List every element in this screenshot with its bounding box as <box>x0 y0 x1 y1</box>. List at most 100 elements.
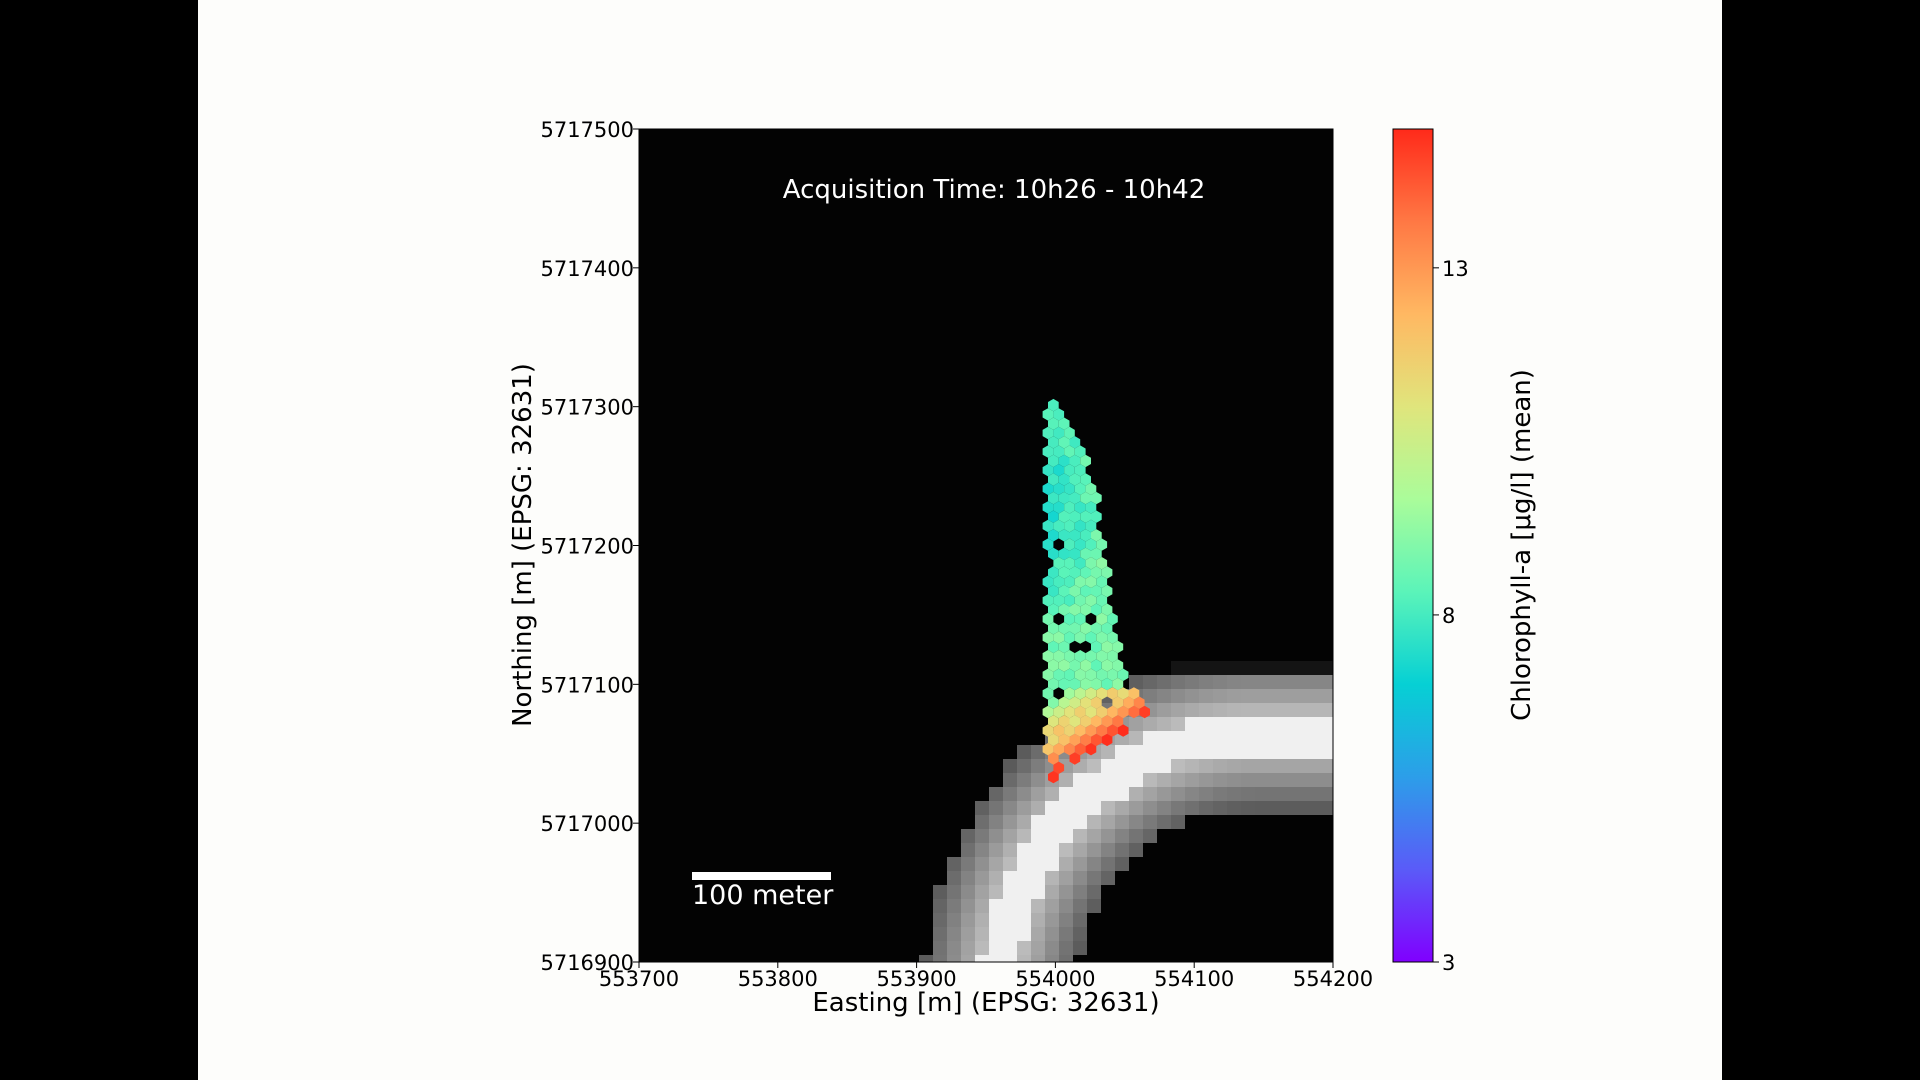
hexbin-cell <box>1069 752 1081 765</box>
hexbin-cell <box>1074 501 1086 514</box>
hexbin-cell <box>1107 668 1118 681</box>
x-tick-label: 553800 <box>738 967 818 991</box>
hexbin-cell <box>1096 631 1108 644</box>
hexbin-cell <box>1074 668 1086 681</box>
hexbin-cell <box>1080 529 1091 542</box>
hexbin-cell <box>1091 640 1102 654</box>
hexbin-cell <box>1080 622 1091 635</box>
hexbin-cell <box>1064 612 1075 626</box>
hexbin-cell <box>1048 752 1059 765</box>
hexbin-cell <box>1064 650 1075 663</box>
hexbin-cell <box>1091 566 1102 579</box>
hexbin-cell <box>1053 705 1065 719</box>
hexbin-cell <box>1096 705 1108 719</box>
y-tick-label: 5717300 <box>540 396 634 420</box>
hexbin-cell <box>1074 464 1086 477</box>
hexbin-cell <box>1128 687 1140 700</box>
hexbin-cell <box>1080 454 1091 468</box>
hexbin-cell <box>1058 603 1070 616</box>
hexbin-cell <box>1069 622 1081 635</box>
hexbin-cell <box>1074 687 1086 700</box>
hexbin-cell <box>1096 594 1108 607</box>
hexbin-cell <box>1058 677 1070 691</box>
hexbin-cell <box>1091 491 1102 505</box>
hexbin-cell <box>1064 575 1075 588</box>
hexbin-cell <box>1069 454 1081 468</box>
hexbin-cell <box>1074 482 1086 495</box>
y-tick-label: 5717200 <box>540 535 634 559</box>
hexbin-cell <box>1069 659 1081 672</box>
x-axis: 553700 553800 553900 554000 554100 554200 <box>599 962 1373 991</box>
hexbin-cell <box>1053 575 1065 588</box>
hexbin-cell <box>1048 603 1059 616</box>
hexbin-cell <box>1048 398 1059 412</box>
hexbin-cell <box>1117 724 1129 737</box>
hexbin-cell <box>1096 612 1108 626</box>
hexbin-cell <box>1042 464 1054 477</box>
chlorophyll-hexbin-layer <box>1042 398 1150 784</box>
hexbin-cell <box>1048 677 1059 691</box>
hexbin-cell <box>1091 659 1102 672</box>
hexbin-cell <box>1096 724 1108 737</box>
hexbin-cell <box>1053 445 1065 458</box>
hexbin-cell <box>1101 584 1113 598</box>
hexbin-cell <box>1048 417 1059 430</box>
hexbin-cell <box>1064 724 1075 737</box>
hexbin-cell <box>1091 677 1102 691</box>
hexbin-cell <box>1133 696 1145 709</box>
hexbin-cell <box>1064 426 1075 440</box>
colorbar <box>1392 128 1434 963</box>
hexbin-cell <box>1085 557 1097 570</box>
hexbin-cell <box>1064 705 1075 719</box>
hexbin-cell <box>1058 529 1070 542</box>
hexbin-cell <box>1064 594 1075 607</box>
hexbin-cell <box>1085 501 1097 514</box>
x-tick-label: 553700 <box>599 967 679 991</box>
hexbin-cell <box>1085 482 1097 495</box>
hexbin-cell <box>1042 650 1054 663</box>
hexbin-cell <box>1091 622 1102 635</box>
hexbin-cell <box>1074 519 1086 533</box>
hexbin-cell <box>1074 538 1086 551</box>
hexbin-cell <box>1101 715 1113 728</box>
hexbin-cell <box>1080 566 1091 579</box>
hexbin-cell <box>1117 687 1129 700</box>
hexbin-cell <box>1053 743 1065 756</box>
hexbin-cell <box>1048 733 1059 747</box>
hexbin-cell <box>1048 696 1059 709</box>
hexbin-cell <box>1091 547 1102 561</box>
hexbin-cell <box>1064 687 1075 700</box>
hexbin-cell <box>1069 566 1081 579</box>
hexbin-cell <box>1058 733 1070 747</box>
hexbin-cell <box>1091 603 1102 616</box>
hexbin-cell <box>1048 566 1059 579</box>
hexbin-cell <box>1053 724 1065 737</box>
hexbin-cell <box>1042 594 1054 607</box>
hexbin-cell <box>1069 696 1081 709</box>
hexbin-cell <box>1069 529 1081 542</box>
hexbin-cell <box>1085 668 1097 681</box>
hexbin-cell <box>1101 733 1113 747</box>
hexbin-cell <box>1085 519 1097 533</box>
hexbin-cell <box>1042 445 1054 458</box>
hexbin-cell <box>1080 603 1091 616</box>
hexbin-cell <box>1053 426 1065 440</box>
hexbin-cell <box>1048 454 1059 468</box>
chart-svg: Acquisition Time: 10h26 - 10h42 100 mete… <box>508 118 1537 1018</box>
hexbin-cell <box>1074 724 1086 737</box>
hexbin-cell <box>1101 677 1113 691</box>
hexbin-cell <box>1048 436 1059 449</box>
hexbin-cell <box>1091 715 1102 728</box>
hexbin-cell <box>1096 650 1108 663</box>
colorbar-tick-label: 3 <box>1442 951 1455 975</box>
hexbin-cell <box>1074 631 1086 644</box>
hexbin-cell <box>1096 538 1108 551</box>
hexbin-cell <box>1064 519 1075 533</box>
figure-canvas: Acquisition Time: 10h26 - 10h42 100 mete… <box>198 0 1722 1080</box>
hexbin-cell <box>1085 631 1097 644</box>
hexbin-cell <box>1112 715 1124 728</box>
hexbin-cell <box>1112 640 1124 654</box>
y-tick-label: 5717500 <box>540 118 634 142</box>
hexbin-cell <box>1058 659 1070 672</box>
hexbin-cell <box>1064 501 1075 514</box>
